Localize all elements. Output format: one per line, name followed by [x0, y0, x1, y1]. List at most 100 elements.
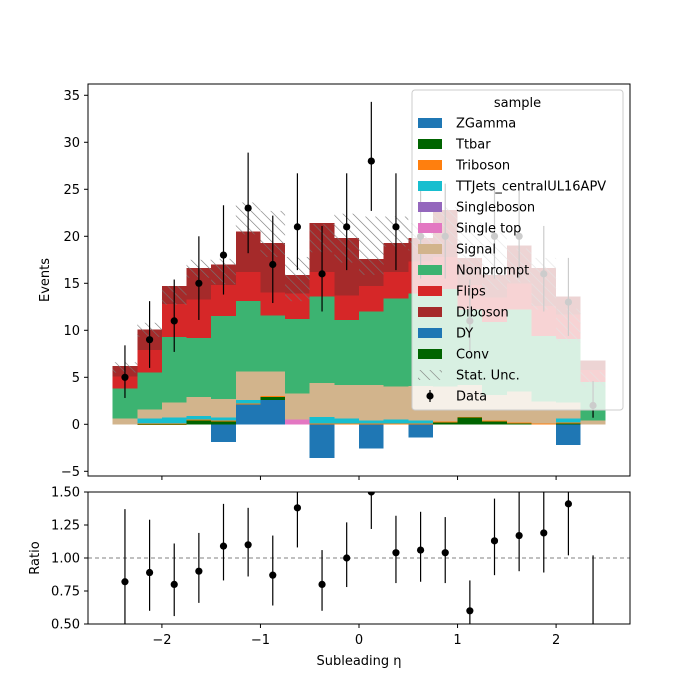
bar-triboson	[506, 422, 532, 424]
legend-swatch-hatch	[418, 370, 442, 380]
bar-signal	[112, 418, 138, 425]
ratio-xtick-label: −1	[251, 633, 270, 648]
bar-triboson	[260, 396, 286, 398]
bar-ttbar	[137, 424, 162, 426]
bar-triboson	[235, 403, 261, 405]
ratio-point	[121, 578, 129, 586]
bar-ttjets-centralul16apv	[359, 420, 384, 424]
bar-nonprompt	[359, 311, 384, 385]
data-point	[293, 223, 302, 231]
ratio-ytick-label: 1.25	[51, 519, 80, 534]
main-ylabel: Events	[38, 258, 53, 302]
bar-triboson	[457, 416, 483, 418]
bar-triboson	[482, 420, 507, 422]
bar-ttjets-centralul16apv	[556, 418, 581, 423]
data-point	[195, 279, 203, 287]
data-point	[121, 373, 129, 381]
legend-swatch	[418, 202, 442, 212]
ratio-point	[515, 531, 523, 540]
legend-label: ZGamma	[456, 117, 516, 132]
main-ytick-label: 15	[63, 277, 80, 292]
ratio-point	[318, 580, 326, 589]
legend-swatch	[418, 139, 442, 149]
bar-signal	[309, 382, 335, 417]
legend-title: sample	[494, 96, 541, 111]
bar-zgamma	[235, 404, 261, 425]
ratio-xtick-label: −2	[152, 633, 171, 648]
bar-nonprompt	[211, 316, 236, 399]
bar-triboson	[556, 422, 581, 424]
bar-ttjets-centralul16apv	[383, 419, 409, 424]
ratio-xtick-label: 1	[453, 633, 461, 648]
bar-triboson	[186, 419, 212, 421]
data-point	[367, 157, 375, 165]
bar-nonprompt	[137, 372, 162, 410]
bar-triboson	[309, 423, 335, 425]
bar-triboson	[211, 420, 236, 422]
legend-label: TTJets_centralUL16APV	[455, 180, 606, 195]
ratio-ytick-label: 0.75	[51, 585, 80, 600]
data-point	[318, 270, 326, 278]
main-frame	[87, 83, 631, 477]
data-point	[219, 251, 228, 259]
legend-label: Triboson	[455, 159, 510, 174]
bar-zgamma	[556, 424, 581, 445]
main-ytick-label: 30	[63, 136, 80, 151]
legend-swatch	[418, 307, 442, 317]
data-point	[392, 223, 400, 231]
bar-ttjets-centralul16apv	[334, 418, 359, 424]
bar-ttjets-centralul16apv	[309, 416, 335, 424]
legend: sample ZGamma Ttbar Triboson TTJets_central…	[411, 89, 624, 411]
bar-signal	[211, 398, 236, 418]
bar-signal	[260, 371, 286, 397]
bar-zgamma	[359, 424, 384, 449]
bar-flips	[235, 272, 261, 302]
legend-swatch	[418, 349, 442, 359]
bar-zgamma	[408, 424, 433, 438]
legend-label: Conv	[456, 348, 489, 363]
legend-label: Diboson	[456, 306, 509, 321]
ratio-point	[367, 492, 375, 496]
bar-zgamma	[260, 399, 286, 425]
legend-swatch	[418, 244, 442, 254]
bar-triboson	[137, 423, 162, 425]
bar-signal	[186, 397, 212, 416]
main-ytick-label: 20	[63, 230, 80, 245]
ratio-frame	[87, 491, 631, 625]
legend-label: Stat. Unc.	[456, 369, 520, 384]
bar-signal	[235, 371, 261, 400]
ratio-point	[416, 546, 425, 554]
ratio-xtick-label: 0	[355, 633, 363, 648]
legend-label: Ttbar	[455, 138, 491, 153]
bar-flips	[260, 292, 286, 316]
legend-swatch	[418, 181, 442, 191]
legend-label: Signal	[456, 243, 496, 258]
bar-zgamma	[211, 424, 236, 443]
bar-nonprompt	[334, 319, 359, 385]
main-panel: −5 0 5 10 15 20 25 30 35 Events sample ZGamma Ttb…	[38, 83, 631, 480]
ratio-ylabel: Ratio	[28, 541, 43, 574]
data-point	[170, 317, 178, 325]
bar-nonprompt	[383, 298, 409, 387]
main-ytick-label: 10	[63, 324, 80, 339]
bar-signal	[137, 409, 162, 419]
bar-nonprompt	[186, 337, 212, 398]
legend-label: DY	[456, 327, 473, 342]
legend-label: Single top	[456, 222, 521, 237]
bar-triboson	[432, 421, 458, 423]
ratio-ytick-label: 1.50	[51, 486, 80, 501]
legend-swatch	[418, 265, 442, 275]
bar-ttbar	[506, 423, 532, 425]
bar-ttjets-centralul16apv	[137, 418, 162, 424]
legend-swatch	[418, 160, 442, 170]
bar-flips	[359, 286, 384, 312]
bar-triboson	[359, 423, 384, 425]
bar-ttjets-centralul16apv	[408, 420, 433, 424]
legend-swatch	[418, 118, 442, 128]
ratio-point	[195, 567, 203, 575]
bar-nonprompt	[235, 301, 261, 372]
legend-swatch	[418, 286, 442, 296]
data-point	[244, 204, 252, 212]
ratio-ytick-label: 1.00	[51, 552, 80, 567]
